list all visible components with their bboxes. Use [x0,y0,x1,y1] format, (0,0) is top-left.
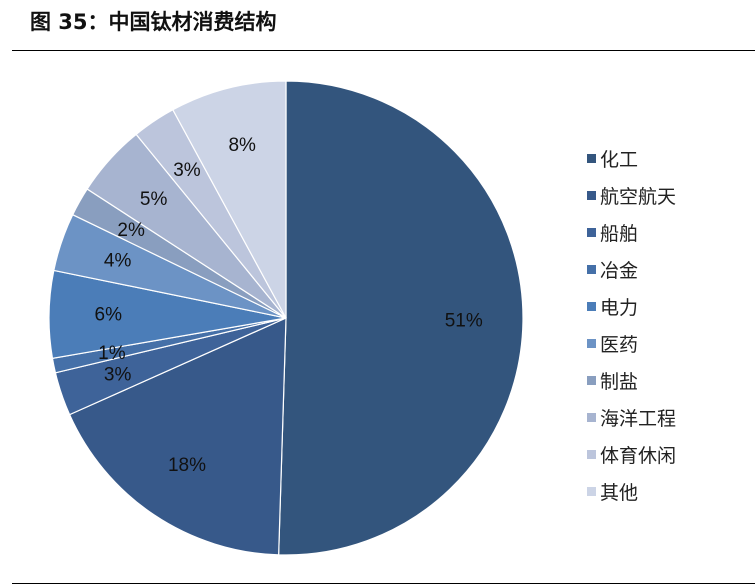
slice-value-label: 6% [95,305,123,326]
legend-item: 海洋工程 [587,399,676,436]
slice-value-label: 51% [445,310,483,331]
slice-value-label: 3% [173,160,201,181]
bottom-rule [12,583,755,584]
slice-value-label: 8% [228,135,256,156]
legend-swatch [587,413,596,422]
legend-swatch [587,376,596,385]
legend-item: 电力 [587,288,676,325]
slice-value-label: 3% [104,365,132,386]
legend-swatch [587,302,596,311]
legend-item: 其他 [587,473,676,510]
legend: 化工航空航天船舶冶金电力医药制盐海洋工程体育休闲其他 [587,140,676,510]
pie-slice [278,80,524,556]
legend-label: 化工 [600,149,639,171]
slice-value-label: 4% [104,250,132,271]
slice-value-label: 18% [168,455,206,476]
figure-title: 图 35：中国钛材消费结构 [30,10,277,34]
legend-label: 航空航天 [600,186,677,208]
legend-label: 船舶 [600,223,639,245]
legend-swatch [587,191,596,200]
pie-slice [172,80,287,319]
legend-swatch [587,228,596,237]
legend-item: 船舶 [587,214,676,251]
legend-swatch [587,487,596,496]
slice-value-label: 1% [98,343,126,364]
legend-item: 体育休闲 [587,436,676,473]
legend-item: 冶金 [587,251,676,288]
top-rule [12,50,755,51]
legend-swatch [587,339,596,348]
legend-label: 其他 [600,482,639,504]
legend-label: 医药 [600,334,639,356]
slice-value-label: 5% [140,189,168,210]
slice-value-label: 2% [117,220,145,241]
legend-swatch [587,154,596,163]
legend-swatch [587,265,596,274]
legend-item: 化工 [587,140,676,177]
legend-label: 体育休闲 [600,445,677,467]
legend-label: 电力 [600,297,639,319]
legend-label: 海洋工程 [600,408,677,430]
legend-item: 医药 [587,325,676,362]
legend-item: 制盐 [587,362,676,399]
legend-item: 航空航天 [587,177,676,214]
legend-label: 冶金 [600,260,639,282]
legend-swatch [587,450,596,459]
legend-label: 制盐 [600,371,639,393]
pie-slice [68,317,287,556]
